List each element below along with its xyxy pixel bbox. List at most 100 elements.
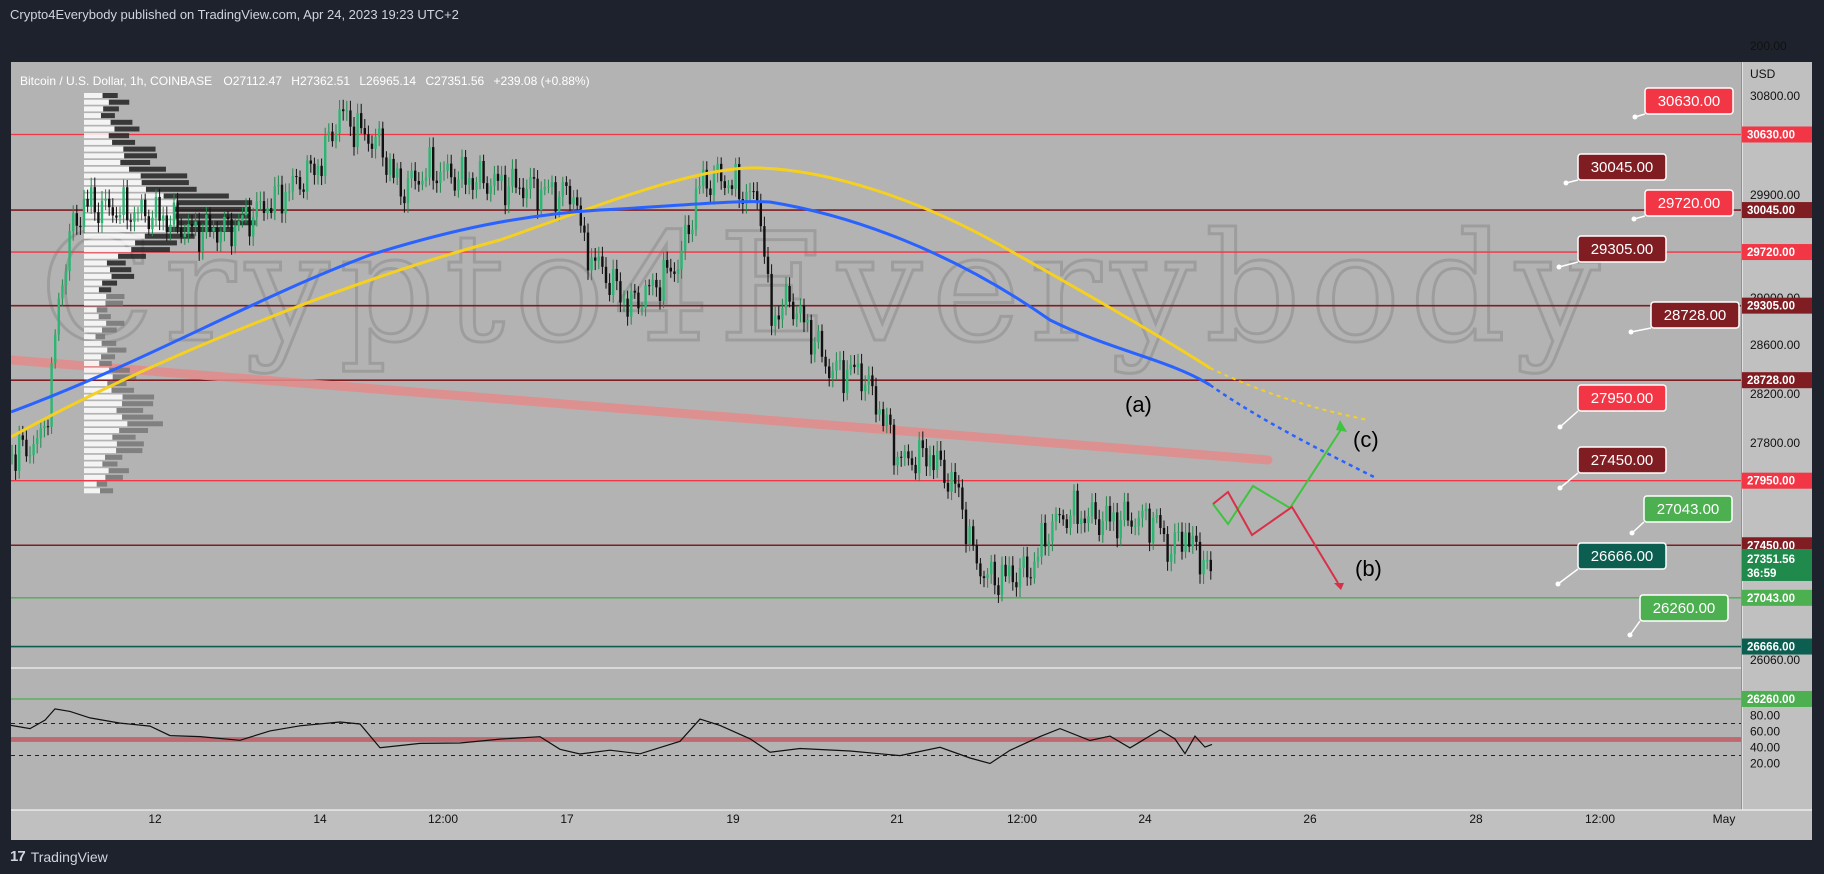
price-chart[interactable]: Crypto4Everybody (a) (b) (c) 30630.00 30045…: [0, 30, 1824, 840]
candle-body: [1206, 559, 1209, 561]
candle-body: [698, 186, 701, 189]
candle-body: [309, 160, 312, 164]
axis-badge-27043.00: [1742, 589, 1812, 606]
volume-bar: [176, 200, 253, 206]
candle-body: [259, 201, 262, 203]
candle-body: [781, 308, 784, 320]
candle-body: [136, 212, 140, 214]
rsi-line: [10, 708, 1213, 765]
candle-body: [1126, 501, 1130, 521]
candle-body: [1130, 520, 1133, 527]
candle-body: [151, 217, 154, 230]
volume-bar: [84, 334, 96, 340]
candle-body: [597, 256, 600, 261]
candle-body: [723, 181, 726, 188]
price-tick: 200.00: [1750, 39, 1787, 53]
candle-body: [601, 256, 604, 267]
footer-bar: 17 TradingView: [0, 840, 1824, 874]
candle-body: [788, 286, 791, 302]
candle-body: [237, 221, 240, 226]
volume-bar: [108, 468, 129, 474]
level-badge-30630.00: 30630.00: [1632, 87, 1734, 120]
volume-bar: [84, 186, 146, 192]
badge-connector: [1631, 521, 1645, 534]
badge-box: [1577, 542, 1667, 570]
candle-body: [14, 454, 17, 471]
candle-body: [1080, 518, 1083, 524]
time-tick: 17: [560, 812, 574, 826]
candle-body: [201, 232, 204, 252]
candle-body: [439, 171, 442, 184]
candle-body: [900, 456, 903, 458]
time-tick: 12: [148, 812, 162, 826]
volume-bar: [100, 113, 115, 119]
candle-body: [932, 455, 935, 471]
candle-body: [993, 561, 996, 586]
candle-body: [784, 286, 788, 309]
candle-body: [291, 176, 294, 192]
axis-badge-26666.00: [1742, 638, 1812, 655]
candle-body: [615, 268, 618, 282]
volume-bar: [84, 320, 107, 326]
volume-bar: [84, 273, 112, 279]
candle-body: [403, 196, 406, 204]
candle-body: [1209, 559, 1212, 572]
candle-body: [468, 178, 471, 185]
volume-bar: [163, 193, 229, 199]
volume-bar: [141, 180, 189, 186]
candle-body: [817, 330, 820, 343]
volume-bar: [144, 233, 195, 239]
candle-body: [648, 285, 651, 287]
badge-dot: [1563, 180, 1569, 186]
ema-layer: [11, 166, 1211, 439]
axis-badge-text: 30630.00: [1747, 130, 1795, 142]
candle-body: [277, 184, 280, 187]
volume-bar: [84, 200, 177, 206]
volume-bar: [84, 153, 125, 159]
candle-body: [385, 157, 388, 175]
volume-bar: [105, 474, 123, 480]
candle-body: [435, 180, 438, 184]
candle-body: [115, 215, 118, 218]
candle-body: [489, 185, 492, 194]
candle-body: [223, 216, 226, 232]
candle-body: [1036, 556, 1040, 562]
candle-body: [1047, 541, 1050, 547]
candle-body: [734, 164, 737, 189]
candle-body: [1180, 531, 1184, 552]
candle-body: [205, 214, 208, 233]
axis-badge-text: 27950.00: [1747, 476, 1795, 488]
level-badge-26260.00: 26260.00: [1627, 594, 1729, 638]
candle-body: [770, 273, 773, 326]
rsi-layer: [10, 667, 1741, 765]
candle-body: [954, 471, 957, 484]
candle-body: [936, 450, 939, 471]
candle-body: [133, 212, 136, 222]
candle-body: [28, 455, 32, 457]
volume-bar: [96, 307, 108, 313]
candle-body: [381, 128, 384, 158]
badge-text: 26260.00: [1653, 600, 1716, 617]
rsi-tick: 40.00: [1750, 741, 1780, 755]
badge-text: 27450.00: [1591, 452, 1654, 469]
price-axis[interactable]: USD200.0030800.0030400.0029900.0029400.0…: [1741, 39, 1812, 810]
badge-box: [1639, 594, 1729, 622]
candle-body: [846, 369, 849, 394]
tradingview-logo[interactable]: 17 TradingView: [10, 840, 108, 874]
volume-bar: [84, 160, 121, 165]
volume-bar: [95, 334, 106, 340]
volume-bar: [98, 314, 111, 320]
candle-body: [964, 509, 968, 545]
candle-body: [1162, 527, 1166, 535]
candle-body: [756, 191, 759, 204]
candle-body: [982, 576, 986, 579]
ema-yellow-projection: [1209, 367, 1369, 421]
candle-body: [590, 257, 593, 271]
candle-body: [1083, 518, 1086, 524]
level-badge-29720.00: 29720.00: [1631, 189, 1734, 222]
badge-box: [1643, 495, 1733, 523]
time-axis[interactable]: 12 14 12:00 17 19 21 12:00 24 26 28 12:00 May: [11, 809, 1812, 840]
candle-body: [169, 224, 172, 232]
candle-body: [1011, 565, 1014, 583]
candle-body: [507, 186, 510, 206]
